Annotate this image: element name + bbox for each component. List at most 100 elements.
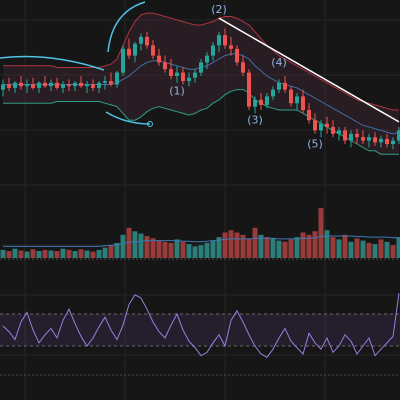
volume-bar: [156, 240, 162, 258]
volume-bar: [90, 251, 96, 258]
candle-body: [31, 84, 35, 88]
volume-bar: [114, 242, 120, 258]
candle-body: [307, 110, 311, 121]
volume-pane: [0, 208, 400, 258]
candle-body: [373, 137, 377, 143]
volume-bar: [144, 236, 150, 258]
wave-label: (1): [169, 85, 185, 98]
candle-body: [379, 138, 383, 143]
volume-bar: [240, 234, 246, 258]
candle-body: [259, 99, 263, 105]
volume-bar: [102, 247, 108, 258]
candle-body: [19, 82, 23, 87]
volume-bar: [36, 251, 42, 258]
volume-bar: [366, 242, 372, 258]
volume-bar: [336, 239, 342, 258]
candle-body: [25, 84, 29, 87]
volume-bar: [222, 232, 228, 258]
candle-body: [13, 82, 17, 88]
volume-bar: [234, 232, 240, 258]
oscillator-band: [0, 314, 400, 346]
volume-bar: [24, 251, 30, 258]
volume-bar: [276, 240, 282, 258]
candle-body: [79, 82, 83, 87]
wave-labels: (1) (2) (3) (4) (5): [169, 3, 323, 150]
trendline-layer: [218, 17, 400, 123]
volume-bar: [360, 240, 366, 258]
candle-body: [265, 96, 269, 105]
candle-body: [145, 36, 149, 46]
volume-bar: [288, 239, 294, 258]
volume-bar: [132, 231, 138, 258]
volume-bar: [354, 238, 360, 258]
wave-label: (2): [211, 3, 227, 16]
volume-bar: [330, 237, 336, 258]
volume-bar: [324, 230, 330, 258]
volume-bar: [204, 242, 210, 258]
volume-bar: [384, 241, 390, 258]
candle-body: [97, 82, 101, 88]
volume-bar: [216, 237, 222, 258]
volume-bar: [72, 251, 78, 258]
candle-body: [67, 84, 71, 87]
candle-body: [205, 55, 209, 63]
volume-bar: [210, 240, 216, 258]
candle-body: [295, 96, 299, 104]
volume-bar: [318, 208, 324, 258]
volume-bar: [294, 237, 300, 258]
candle-body: [115, 72, 119, 85]
wave-label: (3): [247, 114, 263, 127]
volume-bar: [390, 245, 396, 258]
candle-body: [349, 133, 353, 141]
candle-body: [343, 130, 347, 141]
volume-bar: [30, 249, 36, 258]
candle-body: [121, 48, 125, 73]
volume-bar: [48, 250, 54, 258]
candle-body: [127, 48, 131, 56]
volume-bar: [60, 248, 66, 258]
candle-body: [61, 84, 65, 88]
volume-bar: [372, 244, 378, 258]
bollinger-fill: [3, 13, 399, 155]
candle-body: [157, 55, 161, 63]
volume-bar: [378, 239, 384, 258]
candle-body: [313, 120, 317, 131]
candle-body: [337, 130, 341, 134]
volume-bar: [42, 249, 48, 258]
volume-bar: [282, 241, 288, 258]
annotation-curve-bottom: [105, 111, 151, 125]
volume-bar: [120, 234, 126, 258]
candle-body: [163, 62, 167, 70]
candle-body: [391, 140, 395, 144]
volume-bar: [18, 250, 24, 258]
volume-bar: [312, 231, 318, 258]
candle-body: [277, 82, 281, 90]
volume-bar: [96, 249, 102, 258]
volume-bar: [138, 233, 144, 258]
candle-body: [247, 72, 251, 107]
volume-bar: [168, 242, 174, 258]
candle-body: [217, 35, 221, 46]
volume-bar: [258, 234, 264, 258]
candle-body: [1, 84, 5, 90]
volume-bar: [126, 227, 132, 258]
candle-body: [355, 133, 359, 138]
candle-body: [85, 84, 89, 87]
candle-body: [109, 81, 113, 85]
candle-body: [325, 123, 329, 127]
candle-body: [151, 45, 155, 56]
wave-label: (4): [271, 56, 287, 69]
volume-bar: [342, 234, 348, 258]
volume-bar: [246, 238, 252, 258]
volume-bar: [84, 250, 90, 258]
bollinger-upper-line: [3, 12, 399, 111]
volume-bar: [12, 248, 18, 258]
candle-body: [301, 96, 305, 110]
candlesticks: [1, 28, 400, 150]
candle-body: [385, 138, 389, 144]
candle-body: [367, 137, 371, 141]
candle-body: [37, 82, 41, 88]
candle-body: [223, 35, 227, 46]
candle-body: [7, 84, 11, 88]
